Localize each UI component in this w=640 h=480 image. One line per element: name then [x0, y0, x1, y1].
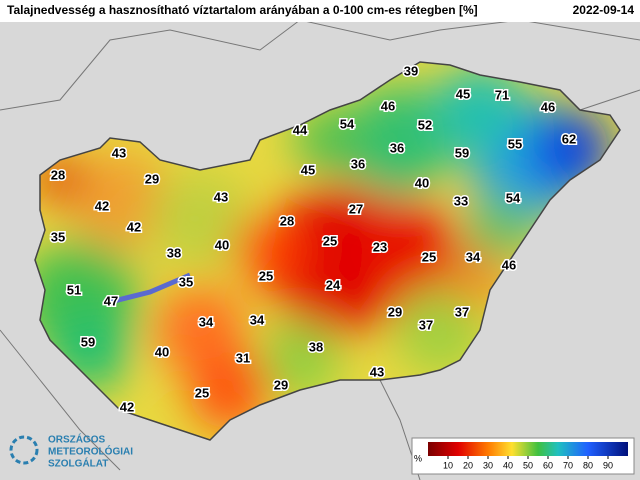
station-value: 34: [466, 249, 481, 264]
station-value: 45: [301, 162, 315, 177]
title: Talajnedvesség a hasznosítható víztartal…: [7, 3, 478, 17]
colorbar-unit: %: [414, 453, 422, 463]
station-value: 35: [51, 229, 65, 244]
station-value: 24: [326, 277, 341, 292]
logo: ORSZÁGOS METEOROLÓGIAI SZOLGÁLAT: [9, 433, 133, 470]
colorbar-tick-label: 90: [603, 460, 613, 470]
station-value: 55: [508, 136, 522, 151]
logo-line: ORSZÁGOS: [48, 433, 106, 446]
station-value: 62: [562, 131, 576, 146]
colorbar-ticks: 10 20 30 40 50 60 70 80 90: [443, 456, 613, 470]
station-value: 29: [145, 171, 159, 186]
station-value: 45: [456, 86, 470, 101]
colorbar-tick-label: 20: [463, 460, 473, 470]
colorbar-tick-label: 40: [503, 460, 513, 470]
logo-line: METEOROLÓGIAI: [48, 445, 133, 458]
colorbar-tick-label: 60: [543, 460, 553, 470]
station-value: 25: [259, 268, 273, 283]
station-value: 54: [506, 190, 521, 205]
station-value: 46: [502, 257, 516, 272]
logo-line: SZOLGÁLAT: [48, 457, 108, 470]
station-value: 36: [351, 156, 365, 171]
station-value: 34: [250, 312, 265, 327]
station-value: 27: [349, 201, 363, 216]
station-value: 43: [214, 189, 228, 204]
lake-balaton: [109, 272, 191, 305]
station-value: 33: [454, 193, 468, 208]
station-value: 28: [280, 213, 294, 228]
station-value: 42: [95, 198, 109, 213]
station-value: 43: [370, 364, 384, 379]
station-value: 36: [390, 140, 404, 155]
station-value: 59: [81, 334, 95, 349]
colorbar-tick-label: 80: [583, 460, 593, 470]
colorbar-tick-label: 70: [563, 460, 573, 470]
station-value: 42: [127, 219, 141, 234]
station-value: 34: [199, 314, 214, 329]
neighbor-borders: [0, 19, 640, 480]
station-value: 29: [388, 304, 402, 319]
station-value: 25: [195, 385, 209, 400]
station-labels: 39 45 71 46 46 54 52 44 55 62 43 36 59 45 36 28 29 40 43 33…: [49, 62, 577, 416]
station-value: 44: [293, 122, 308, 137]
station-value: 42: [120, 399, 134, 414]
station-value: 38: [309, 339, 323, 354]
date: 2022-09-14: [573, 3, 635, 17]
station-value: 28: [51, 167, 65, 182]
station-value: 40: [155, 344, 169, 359]
station-value: 52: [418, 117, 432, 132]
station-value: 54: [340, 116, 355, 131]
station-value: 40: [415, 175, 429, 190]
station-value: 25: [422, 249, 436, 264]
station-value: 35: [179, 274, 193, 289]
station-value: 40: [215, 237, 229, 252]
station-value: 25: [323, 233, 337, 248]
station-value: 29: [274, 377, 288, 392]
colorbar-tick-label: 10: [443, 460, 453, 470]
station-value: 39: [404, 63, 418, 78]
station-value: 47: [104, 293, 118, 308]
station-value: 43: [112, 145, 126, 160]
station-value: 46: [541, 99, 555, 114]
station-value: 37: [455, 304, 469, 319]
colorbar-tick-label: 50: [523, 460, 533, 470]
colorbar-tick-label: 30: [483, 460, 493, 470]
station-value: 59: [455, 145, 469, 160]
header-bar: [0, 0, 640, 22]
station-value: 71: [495, 87, 509, 102]
station-value: 46: [381, 98, 395, 113]
station-value: 23: [373, 239, 387, 254]
country-border: [34, 61, 621, 441]
station-value: 38: [167, 245, 181, 260]
station-value: 31: [236, 350, 250, 365]
station-value: 51: [67, 282, 81, 297]
station-value: 37: [419, 317, 433, 332]
colorbar: [428, 442, 628, 456]
